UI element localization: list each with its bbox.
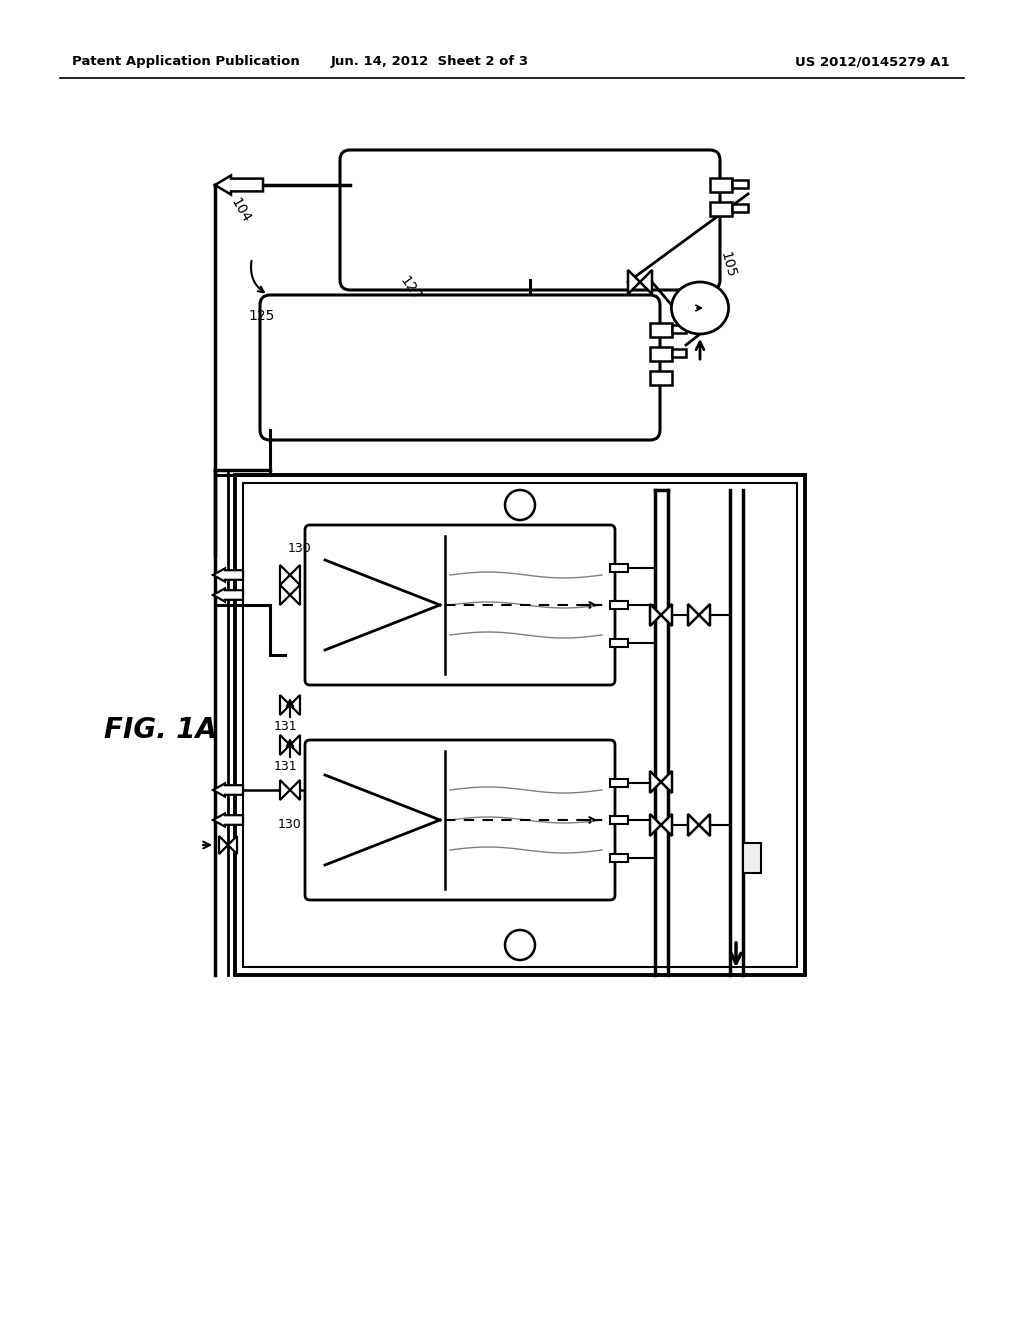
Polygon shape xyxy=(280,696,290,715)
Polygon shape xyxy=(650,771,662,793)
Bar xyxy=(732,180,748,187)
Bar xyxy=(710,178,732,191)
Ellipse shape xyxy=(672,282,729,334)
Bar xyxy=(650,371,672,385)
FancyBboxPatch shape xyxy=(305,525,615,685)
Polygon shape xyxy=(213,813,243,826)
Polygon shape xyxy=(280,585,290,605)
Polygon shape xyxy=(662,605,672,626)
Text: 127: 127 xyxy=(396,273,423,304)
Bar xyxy=(672,325,686,333)
Polygon shape xyxy=(213,569,243,582)
Text: 131: 131 xyxy=(273,760,297,774)
Bar xyxy=(234,475,805,975)
Bar xyxy=(610,779,628,787)
Polygon shape xyxy=(640,271,652,294)
Polygon shape xyxy=(650,605,662,626)
Polygon shape xyxy=(699,605,710,626)
Text: 130: 130 xyxy=(278,818,302,832)
Polygon shape xyxy=(228,836,237,854)
Text: Jun. 14, 2012  Sheet 2 of 3: Jun. 14, 2012 Sheet 2 of 3 xyxy=(331,55,529,69)
Text: 125: 125 xyxy=(249,309,275,323)
Polygon shape xyxy=(699,814,710,836)
Polygon shape xyxy=(219,836,228,854)
Text: 105: 105 xyxy=(718,251,738,280)
Text: FIG. 1A: FIG. 1A xyxy=(103,715,216,744)
Polygon shape xyxy=(650,814,662,836)
FancyBboxPatch shape xyxy=(305,741,615,900)
Bar xyxy=(650,347,672,360)
Polygon shape xyxy=(280,735,290,755)
Text: US 2012/0145279 A1: US 2012/0145279 A1 xyxy=(796,55,950,69)
Polygon shape xyxy=(688,814,699,836)
Polygon shape xyxy=(213,589,243,602)
Text: Patent Application Publication: Patent Application Publication xyxy=(72,55,300,69)
Bar xyxy=(610,564,628,572)
Polygon shape xyxy=(290,565,300,585)
Text: 104: 104 xyxy=(227,195,253,224)
Bar xyxy=(650,323,672,337)
Polygon shape xyxy=(290,585,300,605)
Polygon shape xyxy=(662,814,672,836)
Polygon shape xyxy=(688,605,699,626)
Bar xyxy=(243,483,797,968)
FancyBboxPatch shape xyxy=(340,150,720,290)
Polygon shape xyxy=(280,565,290,585)
Bar xyxy=(732,205,748,213)
Polygon shape xyxy=(280,780,290,800)
Polygon shape xyxy=(215,176,263,194)
Polygon shape xyxy=(213,783,243,796)
Bar xyxy=(610,854,628,862)
Text: 130: 130 xyxy=(288,541,311,554)
Polygon shape xyxy=(662,771,672,793)
FancyBboxPatch shape xyxy=(260,294,660,440)
Bar xyxy=(743,842,761,873)
Polygon shape xyxy=(290,735,300,755)
Text: 131: 131 xyxy=(273,721,297,734)
Polygon shape xyxy=(628,271,640,294)
Bar xyxy=(710,202,732,216)
Bar xyxy=(610,816,628,824)
Bar xyxy=(610,601,628,609)
Bar xyxy=(610,639,628,647)
Polygon shape xyxy=(290,696,300,715)
Polygon shape xyxy=(290,780,300,800)
Bar xyxy=(672,348,686,356)
